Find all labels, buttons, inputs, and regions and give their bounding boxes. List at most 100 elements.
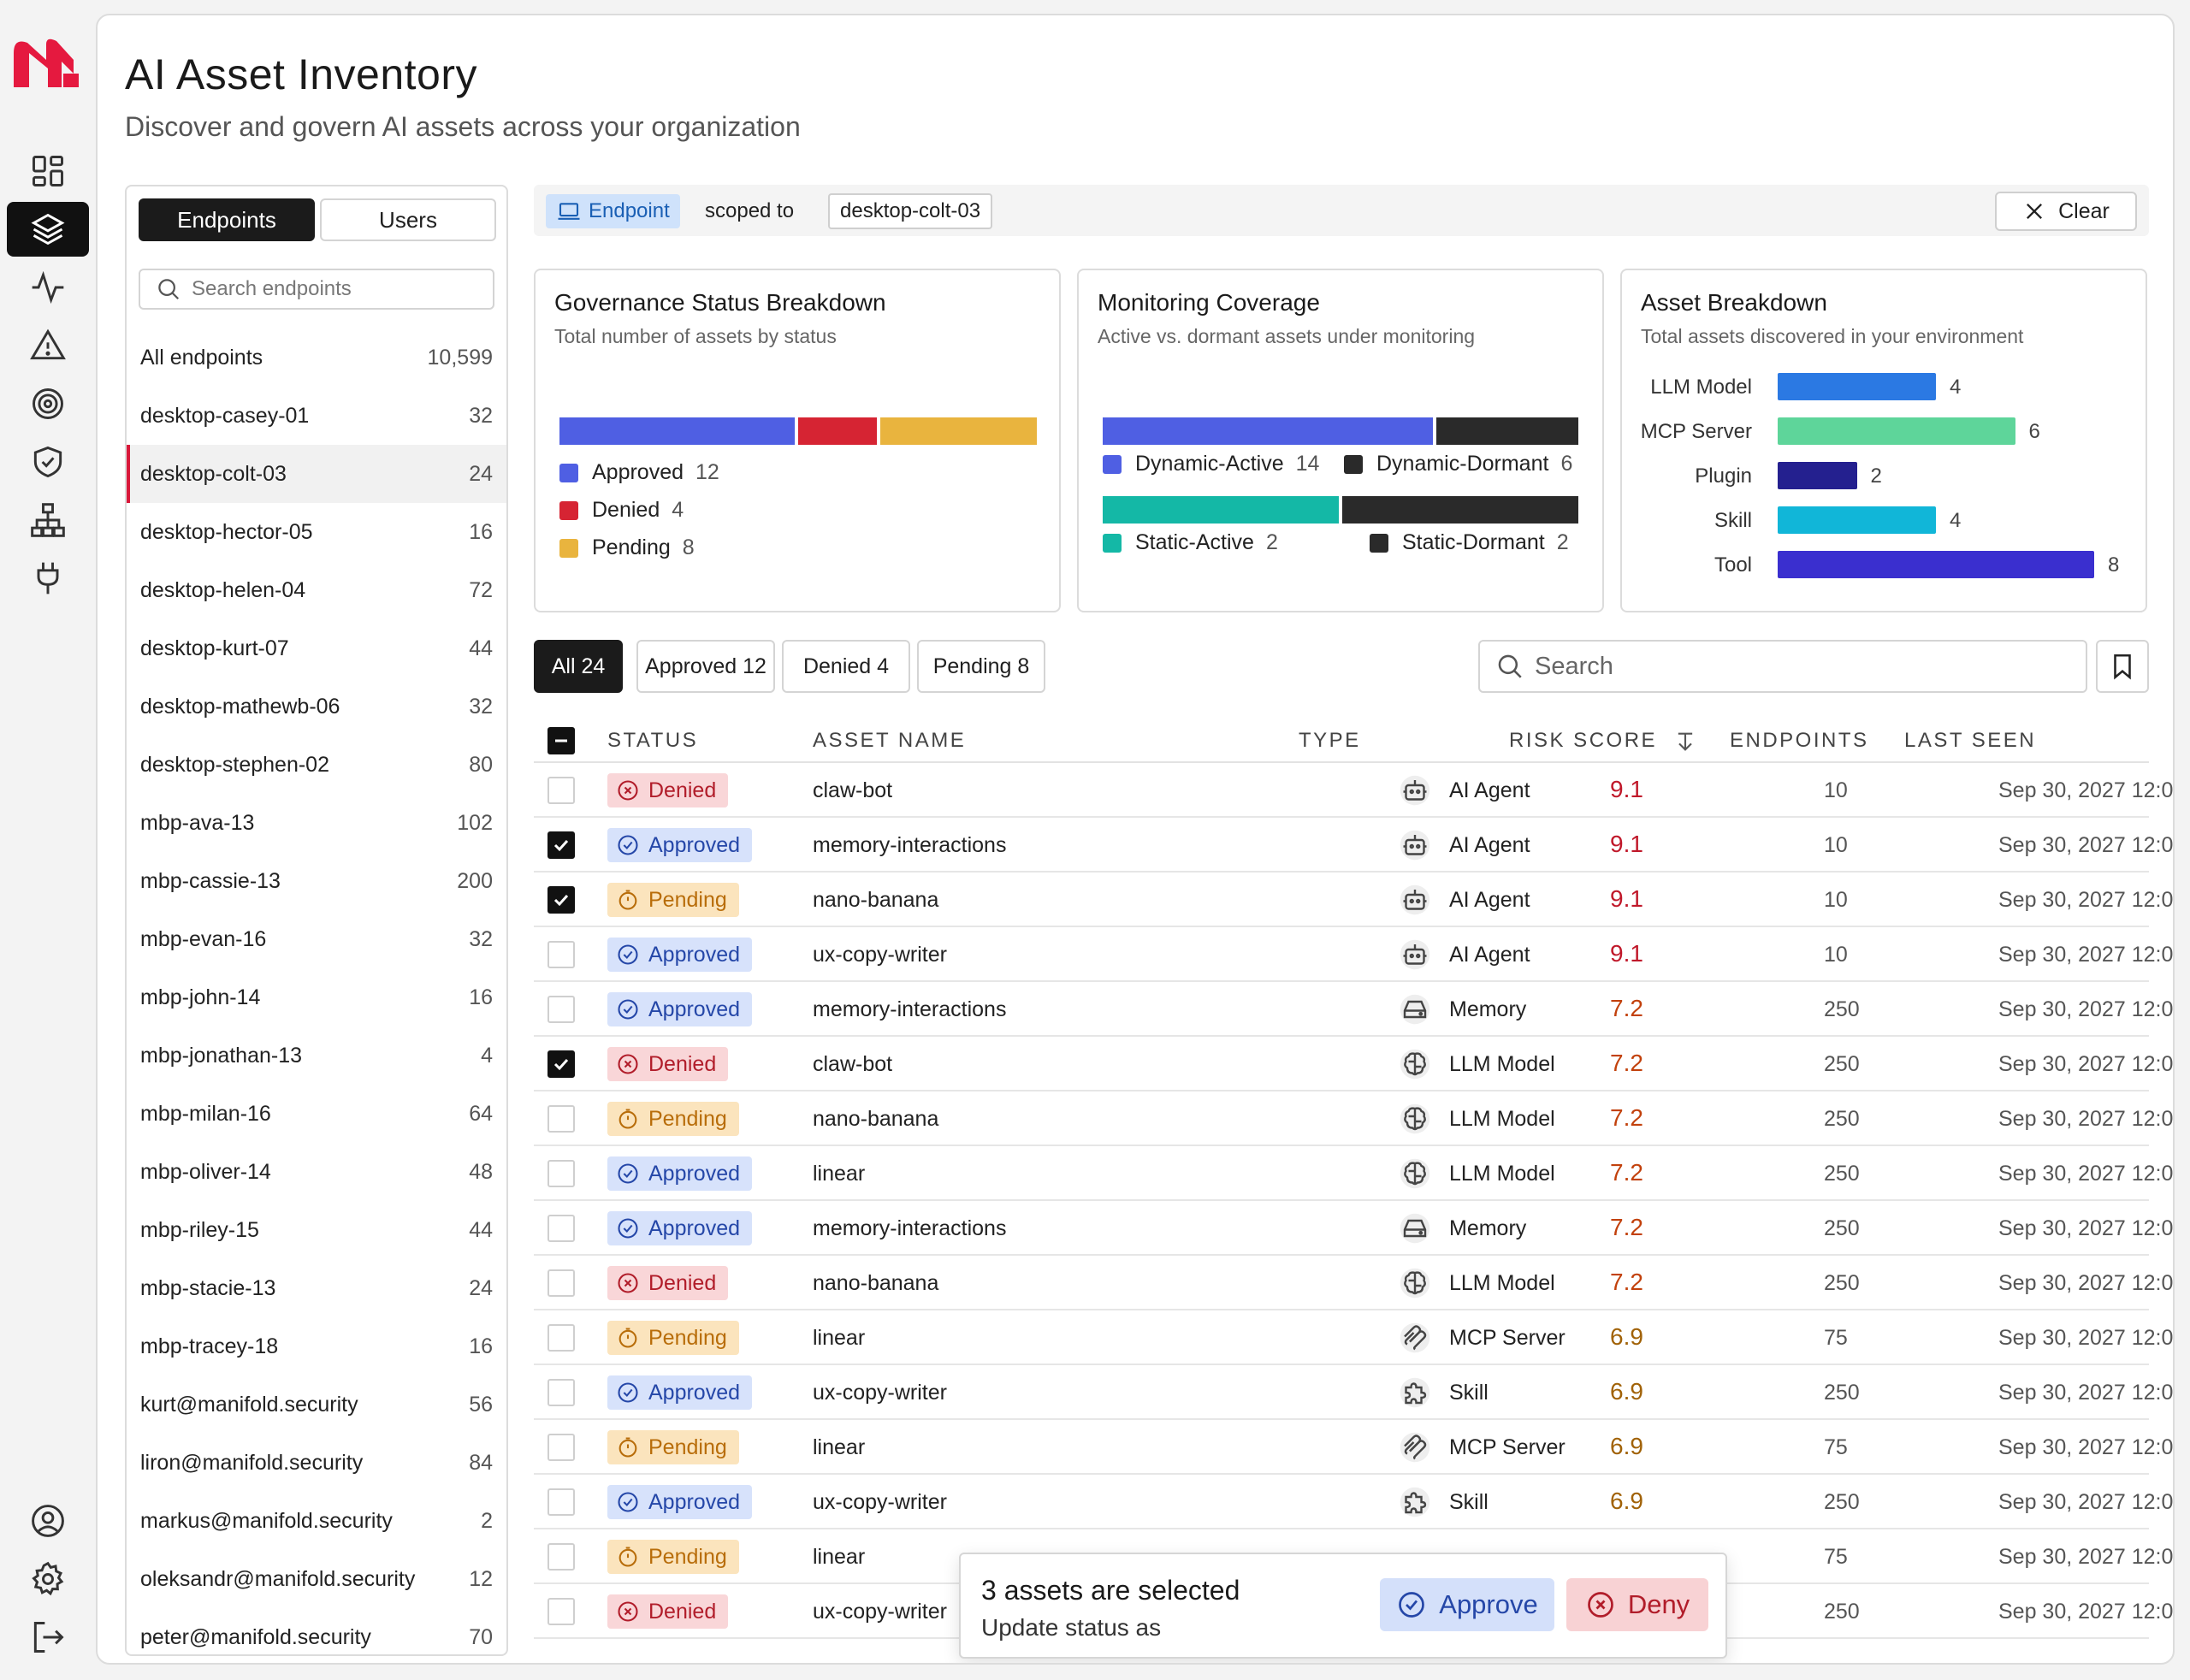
asset-name[interactable]: linear <box>813 1435 866 1459</box>
table-row[interactable]: Approved memory-interactions AI Agent 9.1 10… <box>534 818 2173 873</box>
row-checkbox[interactable] <box>548 1160 575 1187</box>
row-checkbox[interactable] <box>548 886 575 914</box>
endpoint-list-item[interactable]: oleksandr@manifold.security 12 <box>127 1550 506 1608</box>
table-row[interactable]: Pending linear MCP Server 6.9 75 Sep 30, 2027… <box>534 1310 2173 1365</box>
approve-button[interactable]: Approve <box>1380 1578 1554 1631</box>
plug-icon[interactable] <box>7 551 89 606</box>
table-row[interactable]: Denied ux-copy-writer 250 Sep 30, 2027 12:0… <box>534 1584 2173 1639</box>
status-badge[interactable]: Pending <box>607 1102 739 1136</box>
status-badge[interactable]: Approved <box>607 1211 753 1245</box>
col-asset-name[interactable]: ASSET NAME <box>813 729 967 752</box>
asset-name[interactable]: linear <box>813 1545 866 1569</box>
endpoint-search-input[interactable]: Search endpoints <box>139 269 494 310</box>
table-row[interactable]: Denied claw-bot AI Agent 9.1 10 Sep 30, 2027 … <box>534 763 2173 818</box>
row-checkbox[interactable] <box>548 1434 575 1461</box>
activity-icon[interactable] <box>7 260 89 315</box>
endpoint-list-item[interactable]: markus@manifold.security 2 <box>127 1492 506 1550</box>
asset-name[interactable]: linear <box>813 1326 866 1350</box>
row-checkbox[interactable] <box>548 777 575 804</box>
user-icon[interactable] <box>7 1494 89 1548</box>
tab-pending[interactable]: Pending 8 <box>917 640 1045 693</box>
tab-users[interactable]: Users <box>320 198 496 241</box>
table-row[interactable]: Denied claw-bot LLM Model 7.2 250 Sep 30, 202… <box>534 1037 2173 1091</box>
table-row[interactable]: Pending linear MCP Server 6.9 75 Sep 30, 2027… <box>534 1420 2173 1475</box>
status-badge[interactable]: Pending <box>607 1540 739 1574</box>
endpoint-list-item[interactable]: peter@manifold.security 70 <box>127 1608 506 1654</box>
brand-logo[interactable] <box>12 34 84 91</box>
asset-name[interactable]: nano-banana <box>813 1271 939 1295</box>
row-checkbox[interactable] <box>548 831 575 859</box>
row-checkbox[interactable] <box>548 1324 575 1352</box>
target-icon[interactable] <box>7 376 89 431</box>
endpoint-list-item[interactable]: All endpoints 10,599 <box>127 328 506 387</box>
asset-name[interactable]: claw-bot <box>813 1052 893 1076</box>
table-row[interactable]: Approved ux-copy-writer AI Agent 9.1 10 Sep 3… <box>534 927 2173 982</box>
asset-name[interactable]: ux-copy-writer <box>813 1490 947 1514</box>
table-row[interactable]: Approved memory-interactions Memory 7.2 250 S… <box>534 982 2173 1037</box>
asset-name[interactable]: ux-copy-writer <box>813 1381 947 1405</box>
col-status[interactable]: STATUS <box>607 729 699 752</box>
endpoint-filter-chip[interactable]: Endpoint <box>546 194 680 228</box>
status-badge[interactable]: Approved <box>607 828 753 862</box>
layers-icon[interactable] <box>7 202 89 257</box>
table-row[interactable]: Pending nano-banana LLM Model 7.2 250 Sep 30,… <box>534 1091 2173 1146</box>
endpoint-list-item[interactable]: mbp-evan-16 32 <box>127 910 506 968</box>
endpoint-list-item[interactable]: mbp-cassie-13 200 <box>127 852 506 910</box>
endpoint-list-item[interactable]: mbp-tracey-18 16 <box>127 1317 506 1375</box>
status-badge[interactable]: Approved <box>607 938 753 972</box>
row-checkbox[interactable] <box>548 1050 575 1078</box>
status-badge[interactable]: Approved <box>607 992 753 1026</box>
row-checkbox[interactable] <box>548 1543 575 1571</box>
tab-all[interactable]: All 24 <box>534 640 623 693</box>
asset-name[interactable]: memory-interactions <box>813 997 1007 1021</box>
endpoint-list-item[interactable]: desktop-hector-05 16 <box>127 503 506 561</box>
asset-name[interactable]: memory-interactions <box>813 1216 1007 1240</box>
alert-icon[interactable] <box>7 318 89 373</box>
hierarchy-icon[interactable] <box>7 493 89 547</box>
endpoint-list-item[interactable]: desktop-stephen-02 80 <box>127 736 506 794</box>
asset-name[interactable]: ux-copy-writer <box>813 1600 947 1624</box>
status-badge[interactable]: Denied <box>607 1266 729 1300</box>
row-checkbox[interactable] <box>548 1269 575 1297</box>
endpoint-list-item[interactable]: desktop-casey-01 32 <box>127 387 506 445</box>
asset-name[interactable]: linear <box>813 1162 866 1186</box>
status-badge[interactable]: Pending <box>607 883 739 917</box>
clear-button[interactable]: Clear <box>1995 192 2137 231</box>
endpoint-list-item[interactable]: desktop-mathewb-06 32 <box>127 677 506 736</box>
table-row[interactable]: Approved linear LLM Model 7.2 250 Sep 30, 202… <box>534 1146 2173 1201</box>
table-row[interactable]: Denied nano-banana LLM Model 7.2 250 Sep 30, … <box>534 1256 2173 1310</box>
row-checkbox[interactable] <box>548 941 575 968</box>
scope-value[interactable]: desktop-colt-03 <box>828 193 993 229</box>
endpoint-list-item[interactable]: desktop-helen-04 72 <box>127 561 506 619</box>
table-row[interactable]: Approved ux-copy-writer Skill 6.9 250 Sep 30,… <box>534 1475 2173 1529</box>
col-endpoints[interactable]: ENDPOINTS <box>1730 729 1869 752</box>
row-checkbox[interactable] <box>548 1379 575 1406</box>
deny-button[interactable]: Deny <box>1566 1578 1708 1631</box>
table-row[interactable]: Approved ux-copy-writer Skill 6.9 250 Sep 30,… <box>534 1365 2173 1420</box>
endpoint-list-item[interactable]: mbp-oliver-14 48 <box>127 1143 506 1201</box>
row-checkbox[interactable] <box>548 1215 575 1242</box>
row-checkbox[interactable] <box>548 1598 575 1625</box>
shield-icon[interactable] <box>7 435 89 489</box>
status-badge[interactable]: Denied <box>607 773 729 807</box>
gear-icon[interactable] <box>7 1552 89 1606</box>
select-all-checkbox[interactable] <box>548 727 575 754</box>
status-badge[interactable]: Approved <box>607 1156 753 1191</box>
asset-name[interactable]: nano-banana <box>813 888 939 912</box>
endpoint-list-item[interactable]: kurt@manifold.security 56 <box>127 1375 506 1434</box>
col-risk-score[interactable]: RISK SCORE <box>1509 729 1697 754</box>
tab-endpoints[interactable]: Endpoints <box>139 198 315 241</box>
table-row[interactable]: Approved memory-interactions Memory 7.2 250 S… <box>534 1201 2173 1256</box>
status-badge[interactable]: Denied <box>607 1047 729 1081</box>
row-checkbox[interactable] <box>548 1488 575 1516</box>
col-type[interactable]: TYPE <box>1299 729 1361 752</box>
endpoint-list-item[interactable]: liron@manifold.security 84 <box>127 1434 506 1492</box>
endpoint-list-item[interactable]: mbp-milan-16 64 <box>127 1085 506 1143</box>
col-last-seen[interactable]: LAST SEEN <box>1904 729 2037 752</box>
status-badge[interactable]: Pending <box>607 1321 739 1355</box>
asset-name[interactable]: claw-bot <box>813 778 893 802</box>
asset-name[interactable]: nano-banana <box>813 1107 939 1131</box>
table-search-input[interactable]: Search <box>1478 640 2087 693</box>
status-badge[interactable]: Pending <box>607 1430 739 1464</box>
endpoint-list-item[interactable]: mbp-riley-15 44 <box>127 1201 506 1259</box>
